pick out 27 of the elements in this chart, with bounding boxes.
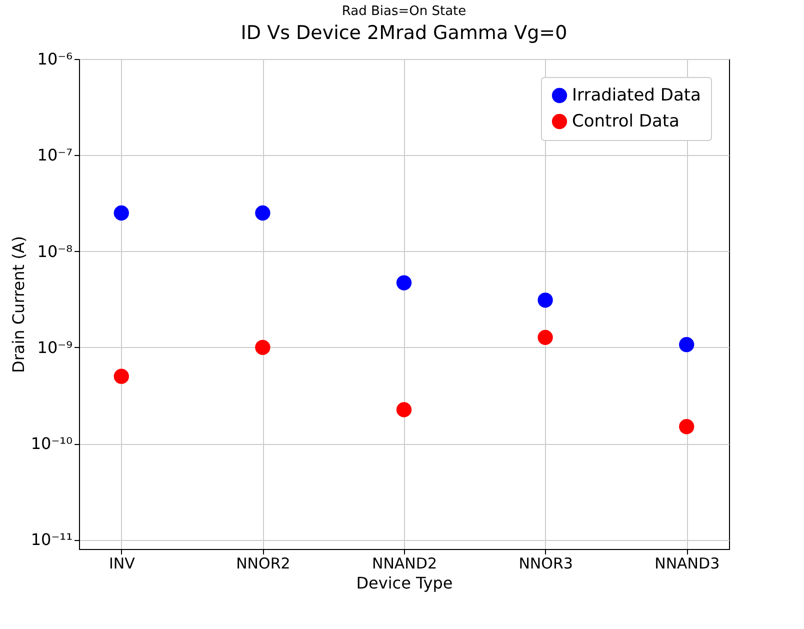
x-tick-label: NNAND3 xyxy=(654,554,720,572)
y-tick-label: 10⁻⁶ xyxy=(37,50,72,68)
point xyxy=(114,368,129,384)
point xyxy=(396,275,412,290)
point xyxy=(255,340,270,355)
y-tick-label: 10⁻¹⁰ xyxy=(30,434,72,454)
x-axis-title: Device Type xyxy=(356,574,453,592)
point xyxy=(538,292,553,308)
y-tick-label: 10⁻⁷ xyxy=(37,146,72,165)
chart-subtitle: Rad Bias=On State xyxy=(342,4,466,19)
point xyxy=(538,330,553,345)
point xyxy=(679,337,694,352)
chart-title: ID Vs Device 2Mrad Gamma Vg=0 xyxy=(240,22,568,44)
x-tick-label: INV xyxy=(108,554,136,572)
point xyxy=(114,205,129,221)
y-tick-label: 10⁻¹¹ xyxy=(30,530,72,550)
x-tick-label: NNAND2 xyxy=(372,554,438,572)
y-tick-label: 10⁻⁸ xyxy=(37,242,72,261)
legend-label: Control Data xyxy=(572,112,680,132)
x-tick-label: NNOR3 xyxy=(518,554,573,572)
point xyxy=(255,205,270,221)
point xyxy=(396,402,412,418)
y-tick-label: 10⁻⁹ xyxy=(37,338,72,357)
point xyxy=(679,419,694,434)
x-tick-label: NNOR2 xyxy=(236,554,290,572)
legend-label: Irradiated Data xyxy=(572,86,701,106)
y-axis-title: Drain Current (A) xyxy=(8,236,28,373)
